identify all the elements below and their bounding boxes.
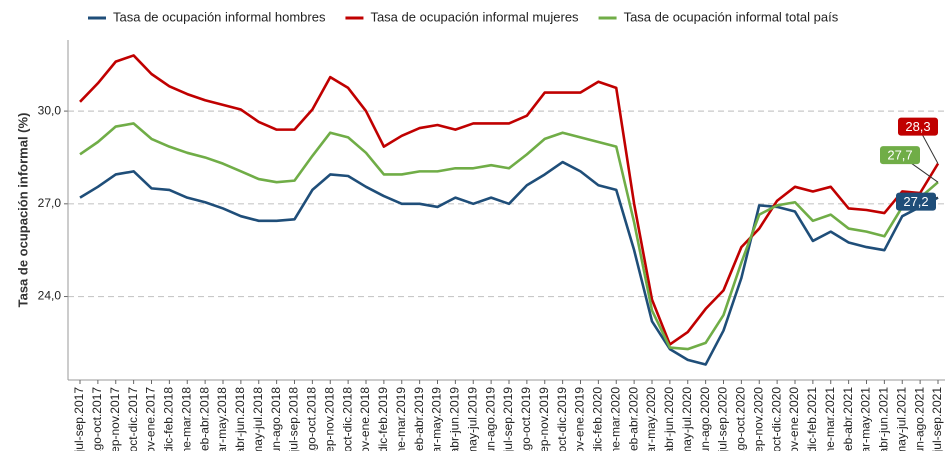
x-tick-label: jun-ago.2021	[912, 387, 926, 451]
x-tick-label: oct-dic.2017	[126, 387, 140, 451]
x-tick-label: ago-oct.2020	[734, 387, 748, 451]
x-tick-label: sep-nov.2020	[751, 387, 765, 451]
x-tick-label: dic-feb.2020	[591, 387, 605, 451]
x-tick-label: sep-nov.2018	[322, 387, 336, 451]
x-tick-label: jul-sep.2021	[930, 387, 944, 451]
x-tick-label: jul-sep.2018	[287, 387, 301, 451]
x-tick-label: mar-may.2019	[430, 387, 444, 451]
x-tick-label: abr-jun.2019	[448, 387, 462, 451]
x-tick-label: mar-may.2018	[215, 387, 229, 451]
x-tick-label: ene-mar.2021	[823, 387, 837, 451]
x-tick-label: ago-oct.2019	[519, 387, 533, 451]
x-tick-label: dic-feb.2021	[805, 387, 819, 451]
y-tick-label: 30,0	[38, 103, 62, 117]
legend-label: Tasa de ocupación informal total país	[624, 9, 839, 24]
value-label-box	[898, 117, 938, 136]
x-tick-label: ene-mar.2019	[394, 387, 408, 451]
x-tick-label: ago-oct.2018	[305, 387, 319, 451]
legend-label: Tasa de ocupación informal hombres	[113, 9, 326, 24]
series-line	[79, 54, 940, 346]
x-tick-label: abr-jun.2021	[877, 387, 891, 451]
x-tick-label: abr-jun.2018	[233, 387, 247, 451]
x-tick-label: dic-feb.2019	[376, 387, 390, 451]
x-tick-label: feb-abr.2019	[412, 387, 426, 451]
x-tick-label: may-jul.2021	[894, 387, 908, 451]
value-label-box	[896, 192, 936, 211]
x-tick-label: oct-dic.2020	[769, 387, 783, 451]
y-tick-label: 27,0	[38, 196, 62, 210]
x-tick-label: nov-ene.2020	[787, 387, 801, 451]
x-tick-label: sep-nov.2019	[537, 387, 551, 451]
series-line	[79, 122, 939, 351]
value-label: 27,7	[887, 148, 912, 163]
x-tick-label: ene-mar.2018	[179, 387, 193, 451]
x-tick-label: feb-abr.2021	[841, 387, 855, 451]
x-tick-label: nov-ene.2019	[573, 387, 587, 451]
series-line	[79, 160, 939, 366]
x-tick-label: ago-oct.2017	[90, 387, 104, 451]
x-tick-label: feb-abr.2018	[197, 387, 211, 451]
x-tick-label: oct-dic.2019	[555, 387, 569, 451]
value-label: 27,2	[903, 194, 928, 209]
x-tick-label: oct-dic.2018	[340, 387, 354, 451]
x-tick-label: jul-sep.2020	[716, 387, 730, 451]
x-tick-label: jul-sep.2017	[72, 387, 86, 451]
x-tick-label: jun-ago.2020	[698, 387, 712, 451]
x-tick-label: mar-may.2021	[859, 387, 873, 451]
x-tick-label: dic-feb.2018	[162, 387, 176, 451]
x-tick-label: nov-ene.2017	[144, 387, 158, 451]
x-tick-label: abr-jun.2020	[662, 387, 676, 451]
x-tick-label: sep-nov.2017	[108, 387, 122, 451]
x-tick-label: jul-sep.2019	[501, 387, 515, 451]
y-tick-label: 24,0	[38, 289, 62, 303]
x-tick-label: mar-may.2020	[644, 387, 658, 451]
value-label-box	[880, 146, 920, 165]
value-label: 28,3	[905, 119, 930, 134]
x-tick-label: may-jul.2019	[465, 387, 479, 451]
x-tick-label: jun-ago.2019	[483, 387, 497, 451]
x-tick-label: ene-mar.2020	[608, 387, 622, 451]
x-tick-label: jun-ago.2018	[269, 387, 283, 451]
y-axis-title: Tasa de ocupación informal (%)	[15, 113, 30, 308]
x-tick-label: may-jul.2020	[680, 387, 694, 451]
x-tick-label: feb-abr.2020	[626, 387, 640, 451]
x-tick-label: nov-ene.2018	[358, 387, 372, 451]
legend-label: Tasa de ocupación informal mujeres	[370, 9, 579, 24]
x-tick-label: may-jul.2018	[251, 387, 265, 451]
